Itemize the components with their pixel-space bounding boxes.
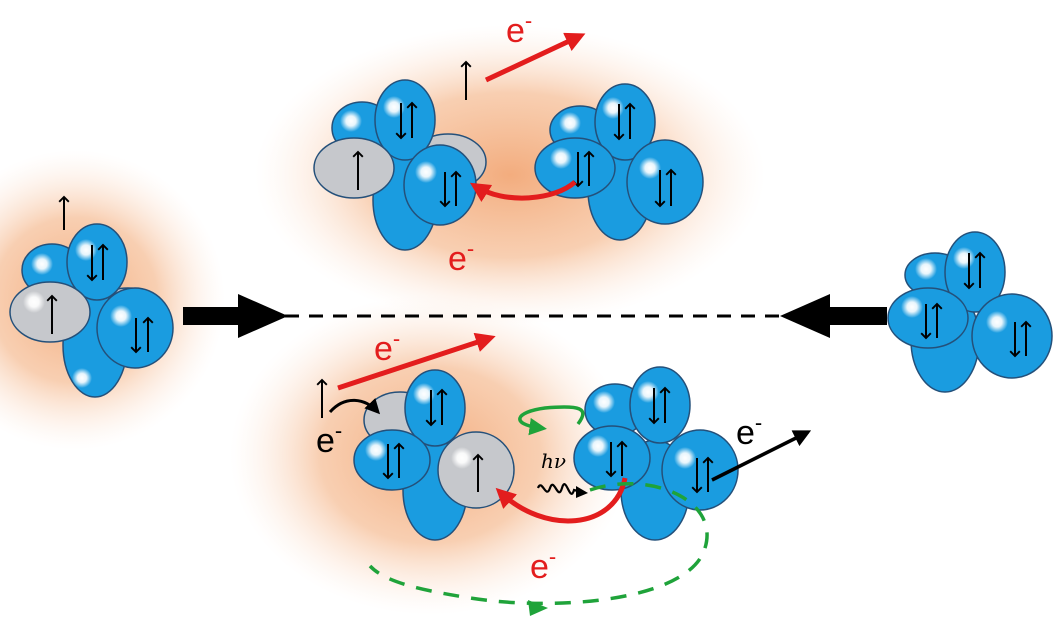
- spin-pair-icon: [439, 170, 462, 208]
- curved-arrow-icon: [495, 477, 628, 524]
- spin-pair-icon: [654, 168, 677, 208]
- photon-wave-icon: [536, 483, 583, 495]
- spin-pair-icon: [130, 316, 154, 354]
- electron-label-bottom-ejection: e-: [736, 410, 762, 452]
- spin-pair-icon: [86, 243, 109, 282]
- electron-label-top-transfer: e-: [448, 236, 474, 278]
- energy-return-dashed-arrow: [368, 481, 709, 606]
- cluster-bottom-left: [353, 369, 515, 541]
- spin-pair-icon: [613, 102, 636, 141]
- spin-pair-icon: [963, 251, 986, 290]
- spin-pair-icon: [572, 150, 595, 188]
- electron-label-bottom-emission: e-: [374, 326, 400, 368]
- electron-emission-arrow: [484, 32, 586, 83]
- electron-label-bottom-capture: e-: [316, 418, 342, 460]
- photon-label: hν: [541, 449, 566, 473]
- spin-pair-icon: [425, 388, 448, 427]
- spin-pair-icon: [691, 456, 714, 494]
- spin-pair-icon: [605, 440, 628, 478]
- cluster-right: [887, 231, 1053, 393]
- electron-emission-arrow: [337, 332, 496, 391]
- energy-return-arrowhead: [528, 600, 548, 616]
- bold-arrow-icon: [780, 294, 887, 338]
- photon-wave-arrowhead: [576, 486, 588, 498]
- spin-pair-icon: [382, 442, 405, 480]
- cluster-top-left: [313, 79, 487, 251]
- curved-arrow-icon: [328, 398, 381, 415]
- spin-pair-icon: [395, 101, 418, 140]
- curved-arrow-icon: [469, 180, 577, 202]
- spin-pair-icon: [920, 302, 943, 340]
- cluster-top-right: [534, 83, 704, 241]
- energy-loop-arrow: [518, 405, 585, 436]
- electron-label-bottom-transfer: e-: [530, 544, 556, 586]
- spin-pair-icon: [1009, 320, 1032, 358]
- spin-pair-icon: [648, 386, 671, 425]
- bold-arrow-icon: [183, 294, 288, 338]
- electron-label-top: e-: [506, 8, 532, 50]
- electron-ejection-arrow: [711, 430, 812, 482]
